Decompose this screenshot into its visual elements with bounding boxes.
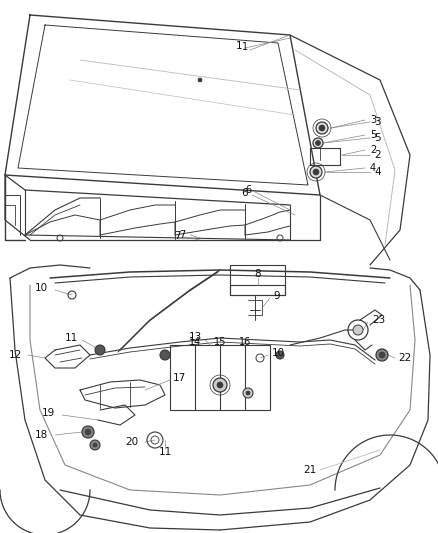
Bar xyxy=(230,265,285,295)
Text: 10: 10 xyxy=(35,283,48,293)
Circle shape xyxy=(353,325,363,335)
Circle shape xyxy=(217,382,223,388)
Text: 1: 1 xyxy=(235,41,242,51)
Text: 17: 17 xyxy=(173,373,186,383)
Text: 5: 5 xyxy=(370,130,376,140)
Circle shape xyxy=(310,166,322,178)
Text: 14: 14 xyxy=(189,337,201,347)
Circle shape xyxy=(276,351,284,359)
Circle shape xyxy=(313,169,319,175)
Text: 4: 4 xyxy=(370,163,376,173)
Text: 7: 7 xyxy=(179,230,185,240)
Text: 10: 10 xyxy=(272,348,285,358)
Text: 6: 6 xyxy=(246,185,252,195)
Circle shape xyxy=(246,391,250,395)
Text: 11: 11 xyxy=(159,447,172,457)
Text: 1: 1 xyxy=(242,42,248,52)
Circle shape xyxy=(313,138,323,148)
Circle shape xyxy=(213,378,227,392)
Circle shape xyxy=(85,429,91,435)
Circle shape xyxy=(243,388,253,398)
Circle shape xyxy=(95,345,105,355)
Text: 3: 3 xyxy=(370,115,376,125)
Text: 22: 22 xyxy=(398,353,411,363)
Text: 9: 9 xyxy=(273,291,279,301)
Text: 5: 5 xyxy=(374,133,381,143)
Text: 18: 18 xyxy=(35,430,48,440)
Text: 13: 13 xyxy=(189,332,202,342)
Text: 23: 23 xyxy=(372,315,385,325)
Circle shape xyxy=(198,78,202,82)
Text: 21: 21 xyxy=(304,465,317,475)
Text: 16: 16 xyxy=(239,337,251,347)
Text: 12: 12 xyxy=(9,350,22,360)
Text: 4: 4 xyxy=(374,167,381,177)
Text: 20: 20 xyxy=(125,437,138,447)
Text: 2: 2 xyxy=(374,150,381,160)
Circle shape xyxy=(379,352,385,358)
Circle shape xyxy=(315,141,321,146)
Text: 15: 15 xyxy=(214,337,226,347)
Circle shape xyxy=(160,350,170,360)
Text: 11: 11 xyxy=(65,333,78,343)
Text: 19: 19 xyxy=(42,408,55,418)
Circle shape xyxy=(319,125,325,131)
Circle shape xyxy=(376,349,388,361)
Text: 6: 6 xyxy=(241,188,248,198)
Circle shape xyxy=(316,122,328,134)
Circle shape xyxy=(90,440,100,450)
Bar xyxy=(170,345,270,410)
Text: 2: 2 xyxy=(370,145,376,155)
Text: 3: 3 xyxy=(374,117,381,127)
Circle shape xyxy=(82,426,94,438)
Text: 7: 7 xyxy=(174,231,181,241)
Circle shape xyxy=(93,443,97,447)
Text: 8: 8 xyxy=(254,269,261,279)
